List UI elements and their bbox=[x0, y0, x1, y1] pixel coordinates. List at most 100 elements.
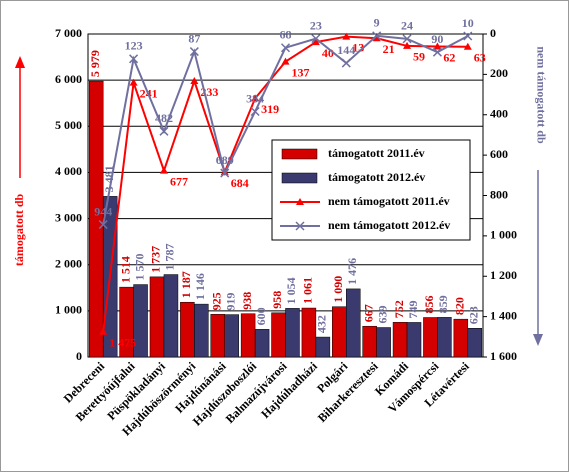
line-value-label: 9 bbox=[374, 16, 380, 30]
line-value-label: 10 bbox=[462, 16, 474, 30]
bar-value-label: 925 bbox=[209, 292, 223, 310]
line-value-label: 137 bbox=[292, 65, 310, 79]
line-value-label: 684 bbox=[231, 176, 249, 190]
marker bbox=[342, 32, 351, 40]
bar bbox=[285, 308, 300, 358]
y-tick-label: 7 000 bbox=[55, 26, 82, 40]
y-tick-label: 2 000 bbox=[55, 256, 82, 270]
bar-value-label: 639 bbox=[375, 306, 389, 324]
marker bbox=[372, 31, 382, 41]
bar bbox=[437, 317, 452, 358]
marker bbox=[189, 47, 199, 57]
bar bbox=[254, 329, 270, 358]
line-value-label: 62 bbox=[443, 50, 455, 64]
bar bbox=[301, 307, 317, 358]
line-value-label: 24 bbox=[401, 19, 413, 33]
marker bbox=[281, 57, 290, 65]
line-value-label: 23 bbox=[310, 18, 322, 32]
line-value-label: 319 bbox=[261, 102, 279, 116]
marker bbox=[99, 327, 108, 335]
line-value-label: 384 bbox=[246, 91, 264, 105]
bar bbox=[210, 314, 225, 358]
bar-value-label: 623 bbox=[467, 306, 481, 324]
y-axis-title: támogatott db bbox=[12, 194, 26, 267]
bar bbox=[392, 322, 408, 358]
bar bbox=[163, 274, 179, 358]
bar bbox=[423, 317, 438, 358]
line-value-label: 1 475 bbox=[109, 336, 136, 350]
line-value-label: 21 bbox=[383, 42, 395, 56]
bar-value-label: 1 146 bbox=[193, 273, 207, 300]
marker bbox=[129, 54, 139, 64]
bar bbox=[406, 322, 422, 358]
bar-value-label: 752 bbox=[392, 300, 406, 318]
marker bbox=[250, 106, 260, 117]
y2-tick-label: 0 bbox=[490, 26, 496, 40]
y-tick-label: 6 000 bbox=[55, 72, 82, 86]
bar-value-label: 600 bbox=[254, 307, 268, 325]
y2-tick-label: 600 bbox=[490, 147, 508, 161]
bar bbox=[332, 306, 347, 358]
line-value-label: 87 bbox=[188, 31, 200, 45]
bar-value-label: 859 bbox=[436, 295, 450, 313]
bar-value-label: 1 787 bbox=[163, 244, 177, 271]
bar-value-label: 749 bbox=[406, 300, 420, 318]
line-value-label: 677 bbox=[170, 174, 188, 188]
line-value-label: 689 bbox=[216, 153, 234, 167]
line-value-label: 90 bbox=[431, 32, 443, 46]
line-value-label: 59 bbox=[413, 50, 425, 64]
marker bbox=[311, 38, 320, 46]
bar bbox=[376, 327, 391, 358]
bar-value-label: 1 570 bbox=[132, 254, 146, 281]
line-value-label: 123 bbox=[125, 39, 143, 53]
bar bbox=[133, 284, 148, 358]
legend-label: nem támogatott 2011.év bbox=[328, 194, 450, 208]
bar-value-label: 5 979 bbox=[88, 50, 102, 77]
bar-value-label: 820 bbox=[453, 297, 467, 315]
bar-value-label: 1 061 bbox=[301, 277, 315, 304]
line-value-label: 63 bbox=[474, 50, 486, 64]
bar bbox=[194, 303, 209, 358]
bar bbox=[149, 276, 165, 358]
y-tick-label: 1 000 bbox=[55, 303, 82, 317]
y2-tick-label: 400 bbox=[490, 107, 508, 121]
bar-value-label: 1 187 bbox=[179, 271, 193, 298]
marker bbox=[129, 78, 138, 86]
y2-tick-label: 200 bbox=[490, 66, 508, 80]
bar-value-label: 958 bbox=[270, 291, 284, 309]
bar-value-label: 667 bbox=[361, 304, 375, 322]
line-value-label: 944 bbox=[94, 204, 112, 218]
bar-value-label: 856 bbox=[422, 296, 436, 314]
line-value-label: 40 bbox=[322, 46, 334, 60]
legend-swatch bbox=[281, 148, 318, 160]
legend-swatch bbox=[281, 172, 318, 184]
marker bbox=[220, 168, 230, 178]
marker bbox=[433, 42, 442, 50]
bar bbox=[346, 288, 361, 358]
line-value-label: 144 bbox=[337, 43, 355, 57]
bar-value-label: 1 514 bbox=[118, 256, 132, 283]
bar bbox=[467, 328, 483, 358]
marker bbox=[372, 34, 381, 42]
marker bbox=[432, 47, 442, 57]
marker bbox=[280, 43, 291, 53]
bar bbox=[362, 325, 377, 358]
marker bbox=[159, 166, 168, 174]
bar bbox=[88, 80, 104, 358]
legend-label: támogatott 2011.év bbox=[328, 146, 425, 160]
legend-marker bbox=[296, 198, 304, 205]
bar-value-label: 1 476 bbox=[345, 258, 359, 285]
bar-value-label: 1 054 bbox=[284, 277, 298, 304]
y-tick-label: 4 000 bbox=[55, 164, 82, 178]
marker bbox=[463, 31, 473, 41]
y-tick-label: 5 000 bbox=[55, 118, 82, 132]
legend-label: támogatott 2012.év bbox=[328, 170, 425, 184]
bar-value-label: 432 bbox=[315, 315, 329, 333]
right-arrow-head bbox=[533, 334, 543, 346]
legend-marker bbox=[295, 221, 305, 231]
bar bbox=[315, 336, 331, 358]
legend-label: nem támogatott 2012.év bbox=[328, 218, 450, 232]
line-value-label: 68 bbox=[280, 27, 292, 41]
y2-tick-label: 1 600 bbox=[490, 349, 517, 363]
